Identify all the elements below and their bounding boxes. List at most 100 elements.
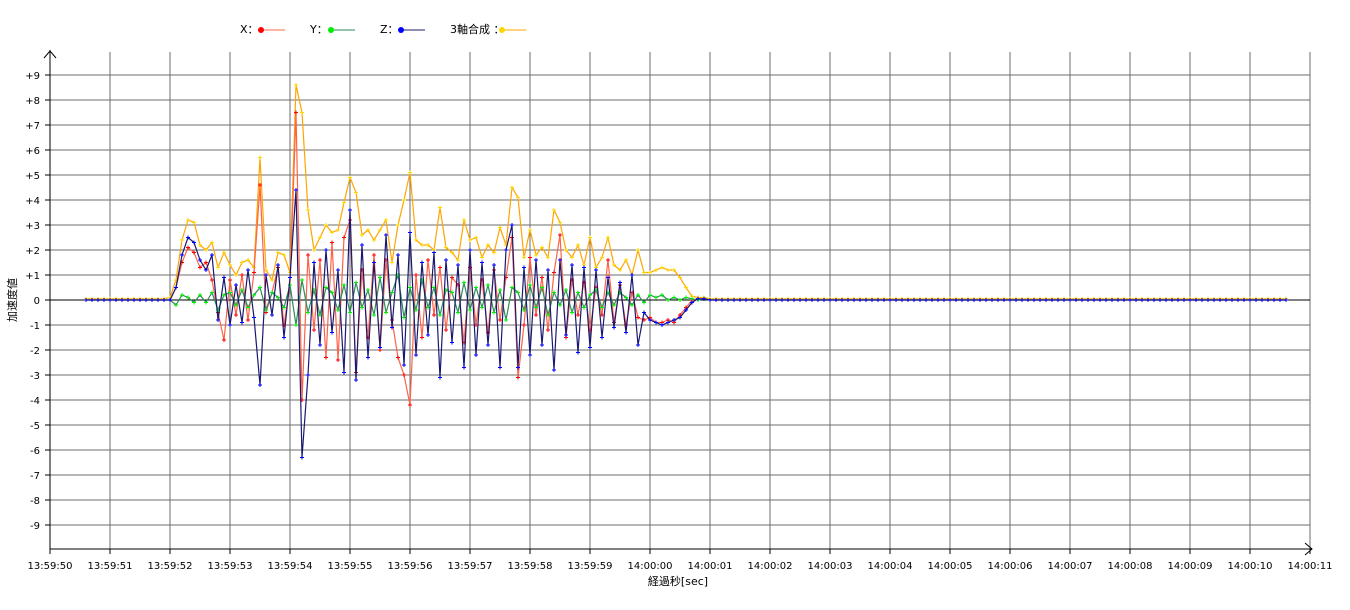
data-point — [540, 285, 544, 290]
data-point — [276, 250, 280, 255]
data-point — [402, 198, 406, 202]
data-point — [822, 298, 826, 302]
data-point — [522, 255, 526, 260]
data-point — [126, 298, 130, 302]
data-point — [408, 230, 412, 235]
data-point — [396, 223, 400, 227]
series-layer — [84, 83, 1288, 460]
data-point — [174, 303, 178, 307]
data-point — [240, 260, 244, 265]
data-point — [864, 298, 868, 302]
data-point — [468, 248, 472, 252]
data-point — [840, 298, 844, 302]
data-point — [678, 298, 682, 302]
y-tick-label: -6 — [30, 446, 40, 457]
x-tick-label: 14:00:11 — [1288, 561, 1333, 572]
data-point — [234, 273, 238, 277]
data-point — [588, 293, 592, 297]
legend-label: Y： — [309, 23, 328, 36]
data-point — [930, 298, 934, 302]
data-point — [636, 248, 640, 252]
data-point — [198, 258, 202, 262]
data-point — [552, 368, 556, 372]
x-tick-label: 14:00:07 — [1048, 561, 1093, 572]
data-point — [246, 268, 250, 272]
data-point — [558, 303, 562, 307]
data-point — [342, 370, 346, 375]
data-point — [192, 240, 196, 245]
data-point — [594, 268, 598, 272]
data-point — [942, 298, 946, 302]
data-point — [534, 253, 538, 257]
data-point — [390, 290, 394, 295]
data-point — [408, 170, 412, 175]
legend: X： Y： Z： 3軸合成 ： — [240, 22, 526, 36]
data-point — [564, 288, 568, 292]
data-point — [624, 330, 628, 335]
data-point — [546, 268, 550, 272]
data-point — [798, 298, 802, 302]
data-point — [666, 298, 670, 302]
data-point — [720, 298, 724, 302]
data-point — [558, 258, 562, 262]
data-point — [1212, 298, 1216, 302]
data-point — [534, 305, 538, 310]
data-point — [378, 228, 382, 232]
data-point — [570, 263, 574, 267]
y-tick-label: -1 — [30, 321, 40, 332]
data-point — [804, 298, 808, 302]
data-point — [372, 313, 376, 317]
x-tick-label: 14:00:03 — [808, 561, 853, 572]
data-point — [324, 223, 328, 227]
series-X — [84, 110, 1288, 407]
data-point — [510, 285, 514, 290]
data-point — [468, 308, 472, 312]
data-point — [666, 268, 670, 272]
data-point — [1014, 298, 1018, 302]
data-point — [450, 275, 454, 280]
data-point — [660, 293, 664, 297]
y-axis-label: 加速度値 — [5, 278, 19, 322]
data-point — [552, 290, 556, 295]
data-point — [642, 270, 646, 275]
data-point — [744, 298, 748, 302]
data-point — [228, 278, 232, 282]
legend-item: Z： — [380, 23, 425, 36]
data-point — [684, 285, 688, 290]
data-point — [540, 343, 544, 347]
data-point — [882, 298, 886, 302]
data-point — [480, 255, 484, 260]
data-point — [690, 300, 694, 305]
data-point — [498, 365, 502, 370]
data-point — [168, 298, 172, 302]
data-point — [234, 303, 238, 307]
data-point — [360, 305, 364, 310]
x-tick-label: 13:59:54 — [268, 561, 313, 572]
data-point — [90, 298, 94, 302]
data-point — [732, 298, 736, 302]
data-point — [978, 298, 982, 302]
data-point — [1140, 298, 1144, 302]
x-tick-label: 13:59:59 — [568, 561, 613, 572]
data-point — [486, 343, 490, 347]
data-point — [690, 296, 694, 301]
data-point — [252, 293, 256, 297]
data-point — [612, 325, 616, 330]
x-tick-label: 14:00:10 — [1228, 561, 1273, 572]
data-point — [846, 298, 850, 302]
data-point — [606, 235, 610, 240]
data-point — [1062, 298, 1066, 302]
data-point — [1146, 298, 1150, 302]
data-point — [414, 308, 418, 312]
data-point — [378, 275, 382, 280]
data-point — [228, 323, 232, 327]
data-point — [300, 455, 304, 460]
data-point — [948, 298, 952, 302]
data-point — [414, 353, 418, 357]
data-point — [300, 278, 304, 282]
data-point — [426, 333, 430, 337]
data-point — [960, 298, 964, 302]
data-point — [672, 268, 676, 272]
data-point — [444, 258, 448, 262]
data-point — [600, 313, 604, 317]
